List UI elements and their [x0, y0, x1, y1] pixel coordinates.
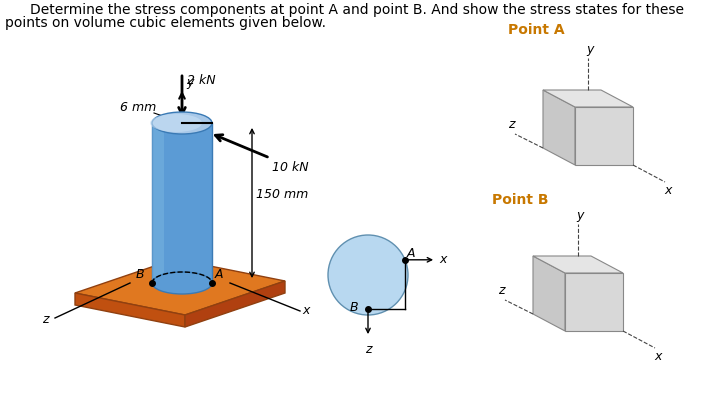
- Polygon shape: [75, 259, 285, 315]
- Ellipse shape: [152, 272, 212, 294]
- Text: Determine the stress components at point A and point B. And show the stress stat: Determine the stress components at point…: [30, 3, 684, 17]
- Ellipse shape: [328, 235, 408, 315]
- Text: 2 kN: 2 kN: [187, 73, 216, 86]
- Polygon shape: [543, 90, 575, 165]
- Text: B: B: [349, 301, 358, 314]
- Text: A: A: [407, 247, 416, 260]
- Polygon shape: [533, 256, 623, 273]
- Text: 6 mm: 6 mm: [120, 101, 156, 114]
- Text: z: z: [508, 118, 514, 131]
- Polygon shape: [565, 273, 623, 331]
- Polygon shape: [75, 293, 185, 327]
- Polygon shape: [152, 123, 164, 283]
- Text: points on volume cubic elements given below.: points on volume cubic elements given be…: [5, 16, 326, 30]
- Text: Point B: Point B: [492, 193, 548, 207]
- Text: y: y: [186, 76, 193, 89]
- Text: z: z: [498, 284, 504, 297]
- Text: x: x: [302, 304, 309, 317]
- Ellipse shape: [150, 114, 202, 132]
- Text: x: x: [654, 350, 662, 363]
- Text: 150 mm: 150 mm: [256, 188, 308, 201]
- Text: z: z: [365, 343, 371, 356]
- Text: y: y: [576, 209, 583, 222]
- Text: A: A: [215, 268, 223, 281]
- Polygon shape: [575, 107, 633, 165]
- Text: x: x: [439, 253, 446, 266]
- Text: z: z: [42, 313, 49, 326]
- Text: Point A: Point A: [508, 23, 565, 37]
- Polygon shape: [543, 90, 633, 107]
- Polygon shape: [533, 256, 565, 331]
- Text: x: x: [664, 184, 672, 197]
- Text: y: y: [586, 43, 593, 56]
- Text: 10 kN: 10 kN: [272, 161, 308, 174]
- Polygon shape: [152, 123, 212, 283]
- Polygon shape: [185, 281, 285, 327]
- Ellipse shape: [152, 112, 212, 134]
- Text: B: B: [136, 268, 144, 281]
